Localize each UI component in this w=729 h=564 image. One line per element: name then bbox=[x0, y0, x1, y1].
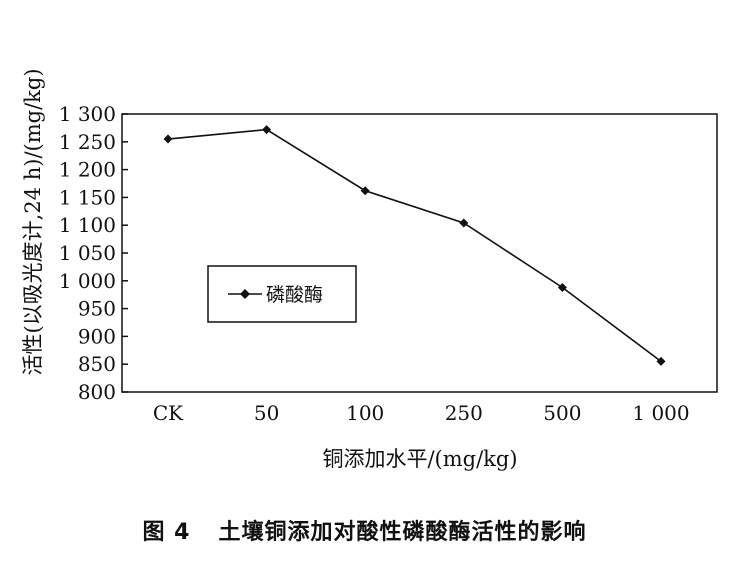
data-point-marker bbox=[262, 125, 272, 135]
plot-frame bbox=[121, 113, 718, 393]
data-point-marker bbox=[163, 134, 173, 144]
y-axis-title: 活性(以吸光度计,24 h)/(mg/kg) bbox=[21, 68, 45, 375]
data-point-marker bbox=[459, 218, 469, 228]
x-tick-label: 1 000 bbox=[632, 401, 689, 425]
y-tick-label: 850 bbox=[78, 352, 116, 376]
y-tick-label: 1 050 bbox=[59, 241, 116, 265]
x-tick-label: 50 bbox=[254, 401, 279, 425]
x-tick-label: 100 bbox=[346, 401, 384, 425]
y-tick-label: 900 bbox=[78, 324, 116, 348]
y-tick-label: 1 150 bbox=[59, 185, 116, 209]
data-point-marker bbox=[656, 356, 666, 366]
figure-caption: 图 4 土壤铜添加对酸性磷酸酶活性的影响 bbox=[0, 514, 729, 546]
y-tick-label: 1 100 bbox=[59, 213, 116, 237]
y-tick-label: 1 200 bbox=[59, 158, 116, 182]
y-tick-label: 1 300 bbox=[59, 102, 116, 126]
x-tick-label: 500 bbox=[543, 401, 581, 425]
y-tick-label: 1 250 bbox=[59, 130, 116, 154]
x-axis: CK 50 100 250 500 1 000 bbox=[153, 401, 690, 425]
y-tick-label: 800 bbox=[78, 380, 116, 404]
x-tick-label: CK bbox=[153, 401, 184, 425]
y-axis: 800 850 900 950 1 000 1 050 1 100 1 150 1 200 1 2… bbox=[59, 102, 128, 404]
legend-marker bbox=[240, 289, 250, 299]
caption-text: 土壤铜添加对酸性磷酸酶活性的影响 bbox=[218, 520, 587, 545]
legend-label: 磷酸酶 bbox=[266, 284, 323, 306]
data-point-marker bbox=[557, 282, 567, 292]
x-tick-label: 250 bbox=[445, 401, 483, 425]
series-phosphatase bbox=[163, 125, 666, 366]
y-tick-label: 950 bbox=[78, 297, 116, 321]
caption-number: 图 4 bbox=[142, 520, 191, 545]
data-point-marker bbox=[360, 186, 370, 196]
y-tick-label: 1 000 bbox=[59, 269, 116, 293]
series-line bbox=[167, 128, 662, 363]
x-axis-title: 铜添加水平/(mg/kg) bbox=[322, 447, 517, 471]
legend: 磷酸酶 bbox=[207, 265, 357, 323]
